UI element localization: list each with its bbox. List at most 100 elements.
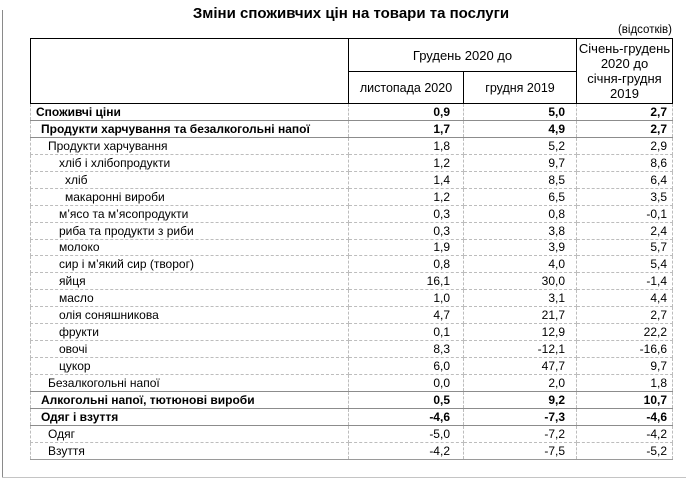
value-cell: -7,3: [462, 407, 578, 426]
row-label: Одяг і взуття: [30, 407, 349, 426]
table-row: Одяг і взуття -4,6 -7,3 -4,6: [30, 407, 674, 426]
value-cell: -7,2: [462, 424, 578, 443]
row-label: хліб і хлібопродукти: [30, 153, 349, 172]
value-cell: 0,5: [348, 390, 464, 409]
table-row: Безалкогольні напої 0,0 2,0 1,8: [30, 374, 674, 392]
value-cell: 1,0: [348, 289, 464, 308]
table-row: олія соняшникова 4,7 21,7 2,7: [30, 306, 674, 325]
value-cell: 5,7: [576, 238, 674, 257]
row-label: Споживчі ціни: [30, 103, 349, 121]
header-vs-november-2020: листопада 2020: [348, 71, 464, 104]
value-cell: 30,0: [462, 272, 578, 291]
value-cell: -1,4: [576, 272, 674, 291]
value-cell: 0,3: [348, 204, 464, 223]
row-label: хліб: [30, 170, 349, 189]
table-row: риба та продукти з риби 0,3 3,8 2,4: [30, 221, 674, 240]
value-cell: 4,0: [462, 255, 578, 274]
table-row: цукор 6,0 47,7 9,7: [30, 357, 674, 375]
value-cell: 8,6: [576, 153, 674, 172]
table-title: Зміни споживчих цін на товари та послуги: [192, 5, 510, 22]
value-cell: 3,5: [576, 187, 674, 206]
row-label: м’ясо та м’ясопродукти: [30, 204, 349, 223]
header-group-december: Грудень 2020 до: [347, 38, 578, 72]
value-cell: 1,8: [348, 136, 464, 155]
value-cell: 3,1: [462, 289, 578, 308]
table-row: Продукти харчування та безалкогольні нап…: [30, 119, 674, 138]
value-cell: 4,7: [348, 306, 464, 325]
value-cell: 9,2: [462, 390, 578, 409]
table-row: м’ясо та м’ясопродукти 0,3 0,8 -0,1: [30, 204, 674, 223]
table-row: яйця 16,1 30,0 -1,4: [30, 272, 674, 291]
value-cell: 0,0: [348, 374, 464, 392]
value-cell: 0,3: [348, 221, 464, 240]
row-label: Взуття: [30, 441, 349, 460]
value-cell: -0,1: [576, 204, 674, 223]
row-label: Продукти харчування та безалкогольні нап…: [30, 119, 349, 138]
row-label: риба та продукти з риби: [30, 221, 349, 240]
row-label: цукор: [30, 357, 349, 375]
value-cell: 3,8: [462, 221, 578, 240]
table-row: хліб 1,4 8,5 6,4: [30, 170, 674, 189]
row-label: фрукти: [30, 323, 349, 342]
units-note: (відсотків): [617, 24, 672, 36]
value-cell: 4,4: [576, 289, 674, 308]
value-cell: 4,9: [462, 119, 578, 138]
table-row: фрукти 0,1 12,9 22,2: [30, 323, 674, 342]
value-cell: -12,1: [462, 340, 578, 359]
value-cell: 16,1: [348, 272, 464, 291]
value-cell: 2,7: [576, 103, 674, 121]
table-row: сир і м’який сир (творог) 0,8 4,0 5,4: [30, 255, 674, 274]
table-row: Продукти харчування 1,8 5,2 2,9: [30, 136, 674, 155]
value-cell: -7,5: [462, 441, 578, 460]
value-cell: 1,4: [348, 170, 464, 189]
consumer-prices-table: Грудень 2020 до Січень-грудень 2020 до с…: [30, 38, 674, 460]
value-cell: 6,4: [576, 170, 674, 189]
value-cell: -5,2: [576, 441, 674, 460]
value-cell: 9,7: [576, 357, 674, 375]
value-cell: 22,2: [576, 323, 674, 342]
header-jan-dec-period: Січень-грудень 2020 до січня-грудня 2019: [576, 38, 674, 104]
value-cell: 2,4: [576, 221, 674, 240]
table-row: Споживчі ціни 0,9 5,0 2,7: [30, 103, 674, 121]
value-cell: 2,7: [576, 119, 674, 138]
value-cell: 6,5: [462, 187, 578, 206]
value-cell: -4,2: [348, 441, 464, 460]
table-header: Грудень 2020 до Січень-грудень 2020 до с…: [30, 38, 674, 104]
table-row: молоко 1,9 3,9 5,7: [30, 238, 674, 257]
value-cell: 8,5: [462, 170, 578, 189]
page-edge-bottom-line: [2, 477, 686, 478]
value-cell: 5,0: [462, 103, 578, 121]
value-cell: 0,9: [348, 103, 464, 121]
value-cell: 1,9: [348, 238, 464, 257]
table-body: Споживчі ціни 0,9 5,0 2,7 Продукти харчуванн…: [30, 103, 674, 460]
row-label: масло: [30, 289, 349, 308]
value-cell: 1,8: [576, 374, 674, 392]
row-label: олія соняшникова: [30, 306, 349, 325]
value-cell: 9,7: [462, 153, 578, 172]
value-cell: 2,0: [462, 374, 578, 392]
row-label: овочі: [30, 340, 349, 359]
value-cell: 0,1: [348, 323, 464, 342]
table-row: Алкогольні напої, тютюнові вироби 0,5 9,2 1…: [30, 390, 674, 409]
row-label: Продукти харчування: [30, 136, 349, 155]
row-label: макаронні вироби: [30, 187, 349, 206]
value-cell: 8,3: [348, 340, 464, 359]
value-cell: -4,6: [576, 407, 674, 426]
page-edge-left-line: [2, 10, 3, 478]
value-cell: 1,2: [348, 187, 464, 206]
value-cell: 5,2: [462, 136, 578, 155]
row-label: сир і м’який сир (творог): [30, 255, 349, 274]
row-label: молоко: [30, 238, 349, 257]
table-row: масло 1,0 3,1 4,4: [30, 289, 674, 308]
value-cell: -4,2: [576, 424, 674, 443]
row-label: Безалкогольні напої: [30, 374, 349, 392]
value-cell: 3,9: [462, 238, 578, 257]
value-cell: -4,6: [348, 407, 464, 426]
value-cell: 5,4: [576, 255, 674, 274]
row-label: Одяг: [30, 424, 349, 443]
table-row: хліб і хлібопродукти 1,2 9,7 8,6: [30, 153, 674, 172]
table-row: макаронні вироби 1,2 6,5 3,5: [30, 187, 674, 206]
value-cell: -5,0: [348, 424, 464, 443]
value-cell: 1,7: [348, 119, 464, 138]
